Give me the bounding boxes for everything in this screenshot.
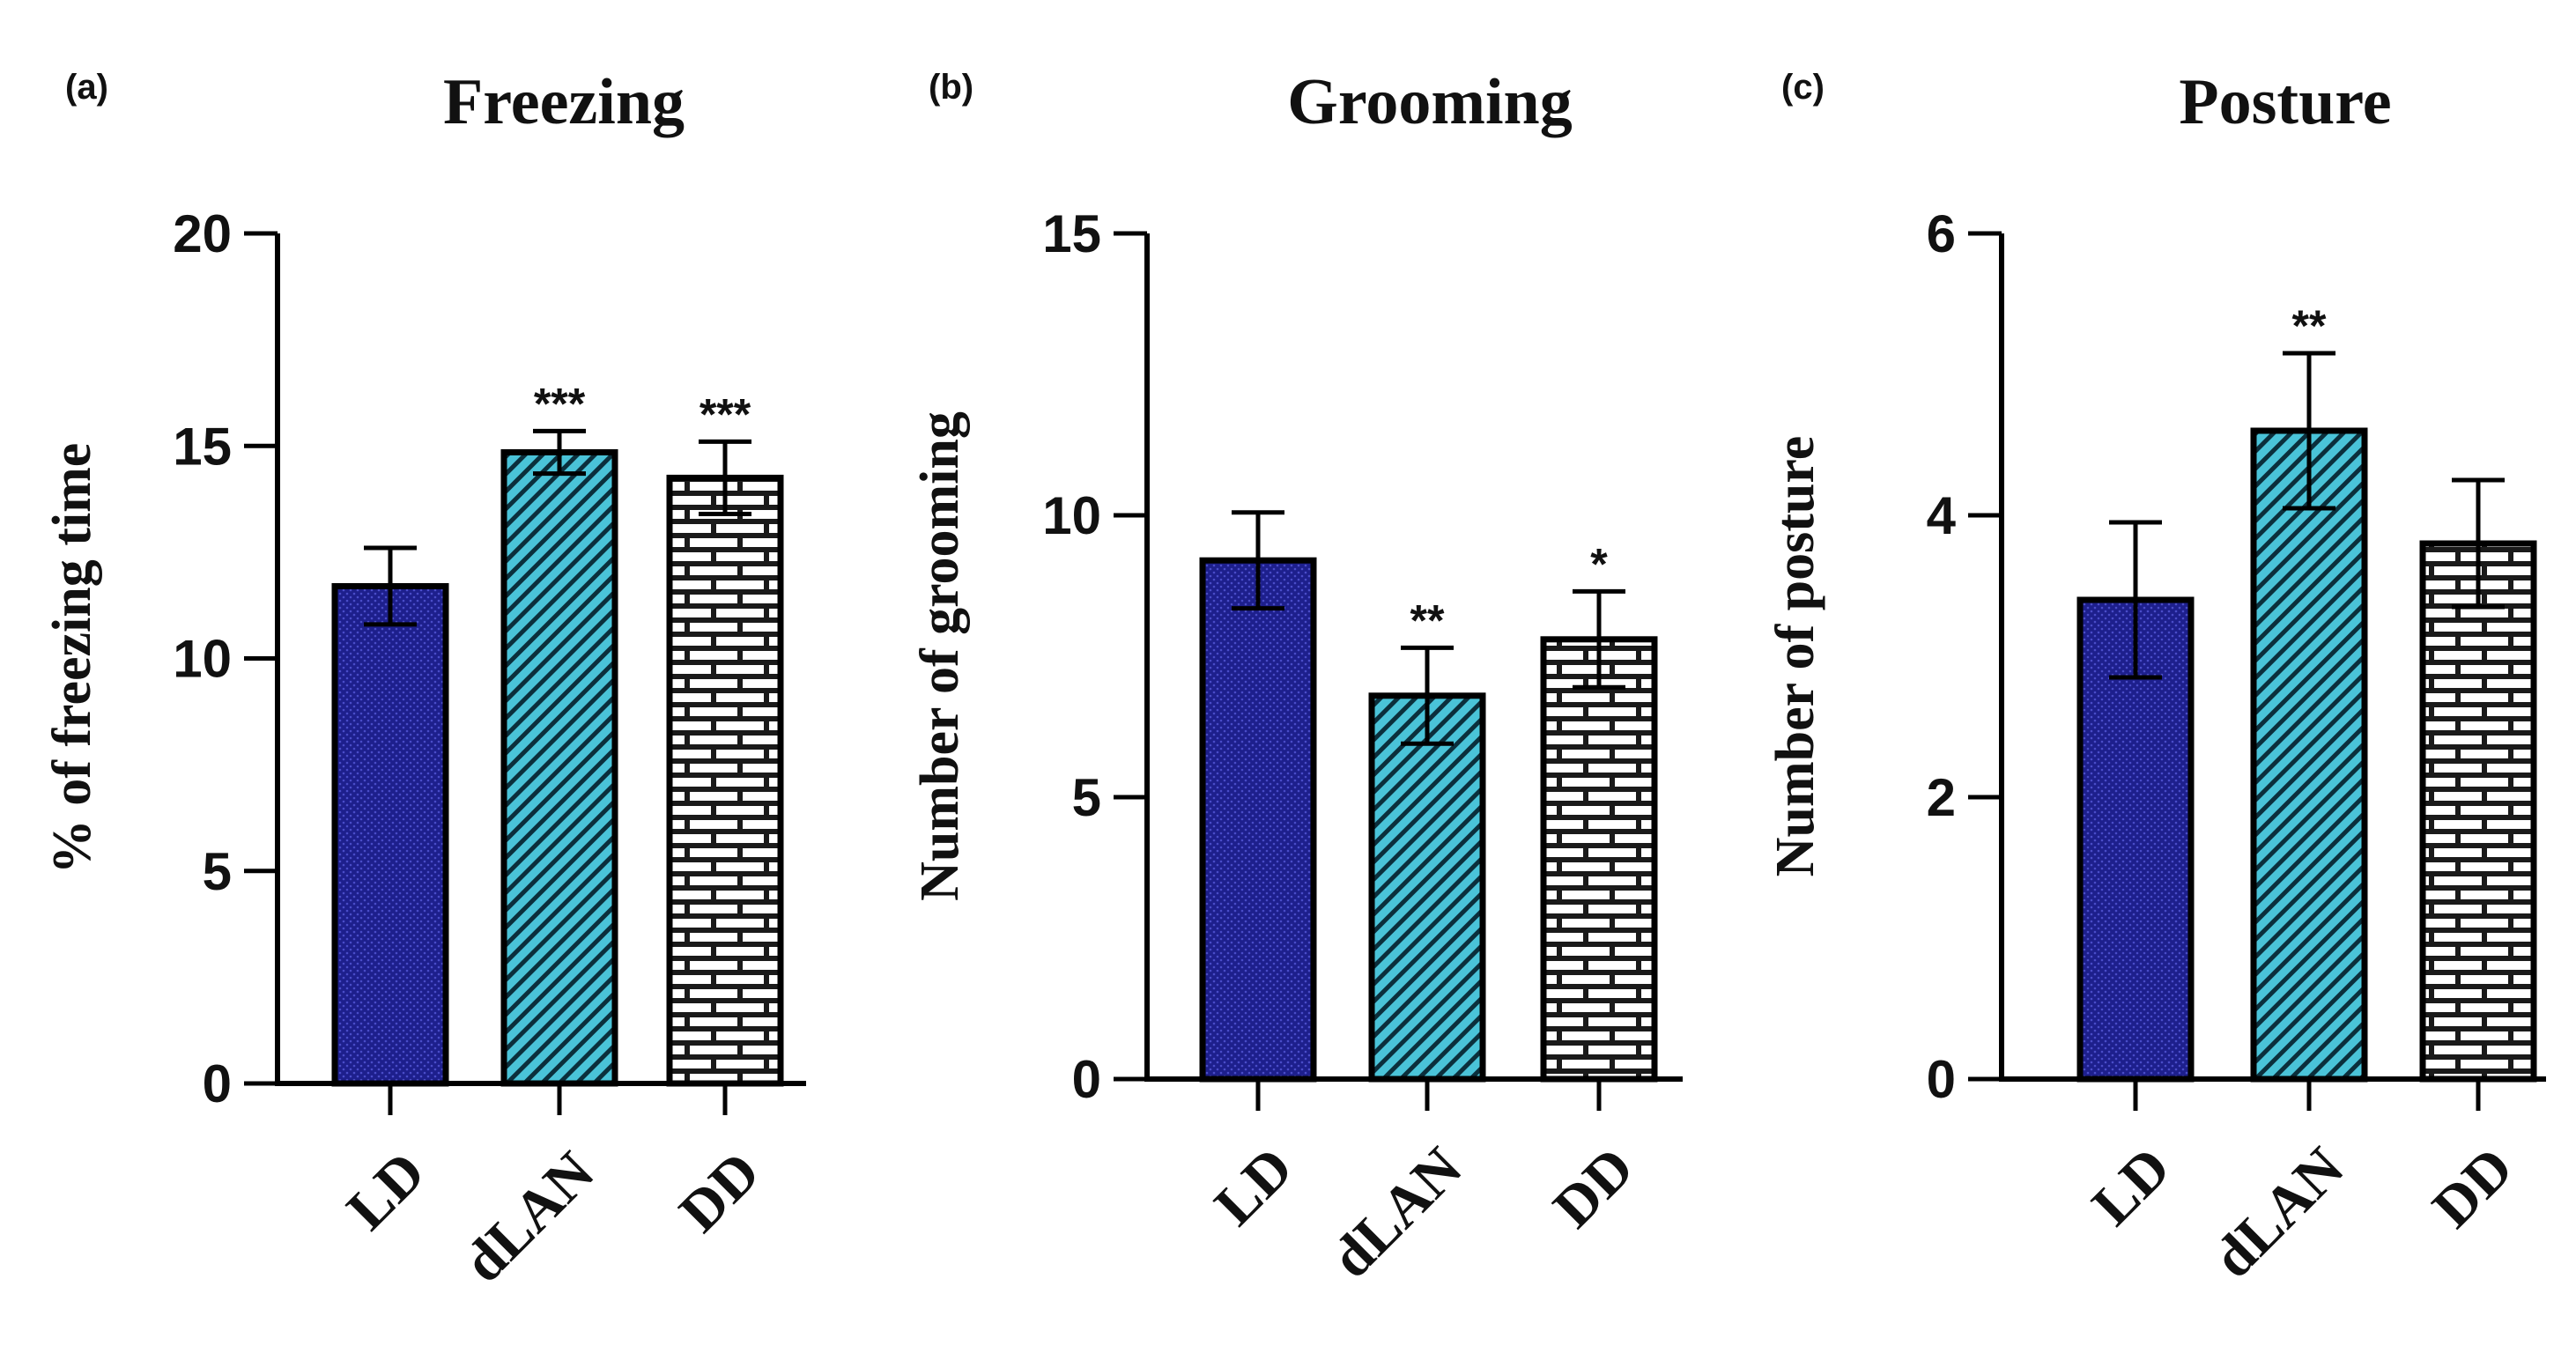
bar-DD — [2419, 540, 2537, 1083]
y-tick-label: 0 — [1072, 1050, 1101, 1109]
bar-LD — [331, 582, 449, 1087]
panel-label: (b) — [929, 68, 973, 107]
x-tick-label: dLAN — [2201, 1135, 2356, 1290]
y-tick-label: 4 — [1927, 486, 1957, 545]
chart-panel-3: (c) Posture Number of posture LD ** dLAN DD 0 2 4… — [1765, 66, 2546, 1290]
y-tick-label: 10 — [1042, 486, 1101, 545]
y-axis-label: % of freezing time — [42, 443, 102, 875]
significance-label: *** — [700, 389, 751, 439]
chart-panel-1: (a) Freezing % of freezing time LD *** dLAN **… — [42, 66, 806, 1295]
x-tick-label: DD — [2420, 1135, 2525, 1240]
bar-LD — [1199, 557, 1317, 1083]
chart-title: Posture — [2179, 66, 2391, 138]
bar-DD — [1540, 636, 1658, 1083]
y-axis-label: Number of posture — [1765, 436, 1825, 877]
y-tick-label: 2 — [1927, 768, 1956, 827]
y-tick-label: 0 — [203, 1054, 232, 1113]
chart-panel-2: (b) Grooming Number of grooming LD ** dLAN * DD… — [910, 66, 1683, 1290]
y-tick-label: 20 — [173, 204, 232, 263]
y-tick-label: 5 — [203, 842, 232, 901]
bar-dLAN — [2250, 427, 2368, 1083]
panel-label: (c) — [1781, 68, 1825, 107]
y-tick-label: 15 — [1042, 204, 1101, 263]
significance-label: *** — [534, 379, 586, 428]
significance-label: * — [1590, 539, 1608, 588]
x-tick-label: DD — [1541, 1135, 1646, 1240]
x-tick-label: dLAN — [451, 1140, 606, 1295]
panel-label: (a) — [65, 68, 108, 107]
x-tick-label: dLAN — [1319, 1135, 1474, 1290]
x-tick-label: LD — [2080, 1135, 2182, 1238]
significance-label: ** — [2292, 301, 2327, 351]
chart-title: Freezing — [443, 66, 685, 138]
y-tick-label: 0 — [1927, 1050, 1956, 1109]
significance-label: ** — [1410, 595, 1445, 645]
x-tick-label: LD — [335, 1140, 437, 1242]
y-tick-label: 15 — [173, 417, 232, 476]
y-axis-label: Number of grooming — [910, 411, 970, 901]
chart-title: Grooming — [1287, 66, 1572, 138]
y-tick-label: 6 — [1927, 204, 1956, 263]
y-tick-label: 5 — [1072, 768, 1101, 827]
bar-DD — [666, 474, 784, 1087]
y-tick-label: 10 — [173, 630, 232, 689]
x-tick-label: LD — [1203, 1135, 1305, 1238]
bar-dLAN — [1368, 692, 1486, 1083]
x-tick-label: DD — [667, 1140, 772, 1245]
bar-dLAN — [500, 448, 618, 1087]
